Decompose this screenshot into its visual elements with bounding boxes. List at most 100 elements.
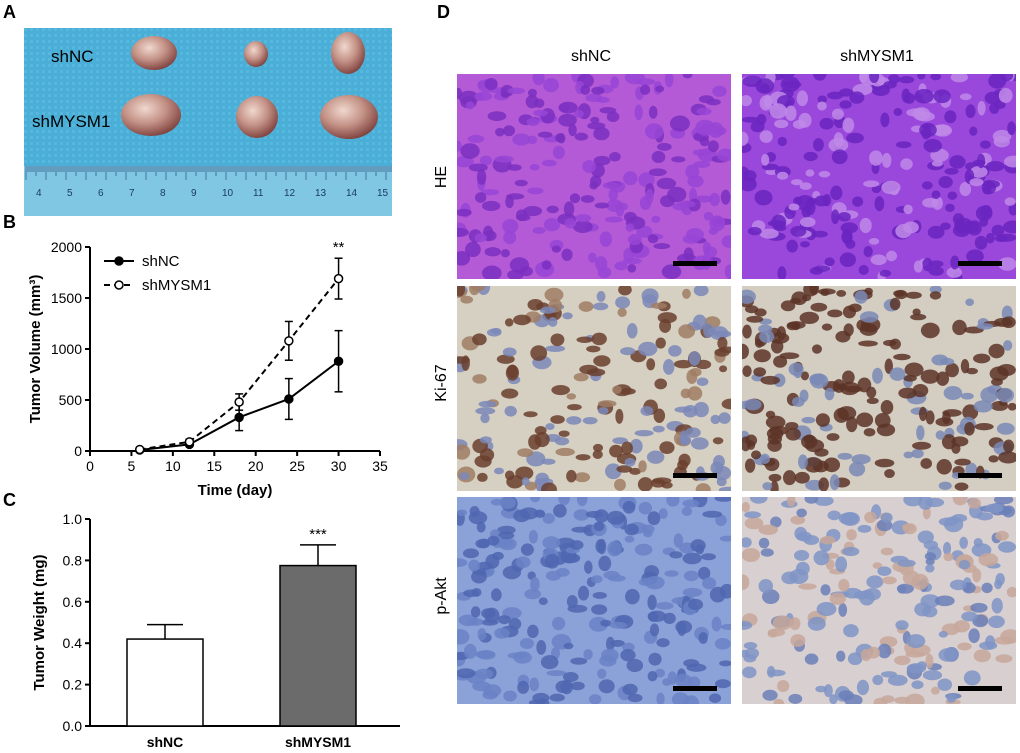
nucleus bbox=[580, 195, 595, 203]
nucleus bbox=[555, 133, 565, 143]
data-point bbox=[184, 437, 195, 447]
nucleus bbox=[558, 430, 570, 437]
nucleus bbox=[602, 182, 621, 190]
y-tick-label: 0 bbox=[74, 443, 82, 459]
nucleus bbox=[462, 548, 480, 559]
nucleus bbox=[674, 406, 692, 413]
nucleus bbox=[842, 370, 855, 385]
nucleus bbox=[988, 343, 1005, 359]
nucleus bbox=[698, 566, 711, 580]
nucleus bbox=[520, 543, 534, 556]
nucleus bbox=[766, 665, 776, 678]
nucleus bbox=[950, 74, 968, 83]
nucleus bbox=[472, 333, 487, 346]
nucleus bbox=[598, 555, 612, 572]
nucleus bbox=[620, 347, 636, 356]
nucleus bbox=[720, 623, 731, 630]
nucleus bbox=[749, 497, 768, 504]
nucleus bbox=[943, 541, 952, 556]
nucleus bbox=[593, 355, 611, 367]
nucleus bbox=[955, 218, 965, 231]
nucleus bbox=[509, 257, 530, 273]
nucleus bbox=[558, 101, 578, 114]
ruler-number: 12 bbox=[284, 188, 296, 199]
nucleus bbox=[997, 363, 1016, 377]
nucleus bbox=[661, 481, 673, 489]
x-tick-label: 10 bbox=[165, 458, 181, 474]
nucleus bbox=[995, 573, 1005, 586]
nucleus bbox=[709, 192, 720, 207]
nucleus bbox=[647, 511, 661, 526]
nucleus bbox=[914, 602, 931, 617]
nucleus bbox=[674, 673, 692, 687]
legend-marker bbox=[114, 256, 124, 266]
nucleus bbox=[527, 624, 539, 639]
nucleus bbox=[949, 579, 967, 591]
nucleus bbox=[696, 377, 709, 386]
nucleus bbox=[929, 291, 942, 300]
nucleus bbox=[889, 297, 901, 311]
nucleus bbox=[744, 517, 764, 530]
nucleus bbox=[863, 180, 880, 188]
x-tick-label: 35 bbox=[372, 458, 388, 474]
nucleus bbox=[820, 289, 830, 296]
nucleus bbox=[881, 180, 901, 195]
nucleus bbox=[546, 670, 567, 677]
nucleus bbox=[582, 160, 596, 173]
nucleus bbox=[849, 91, 865, 104]
nucleus bbox=[924, 552, 937, 561]
nucleus bbox=[719, 535, 731, 542]
nucleus bbox=[507, 164, 522, 171]
nucleus bbox=[627, 264, 637, 273]
nucleus bbox=[629, 467, 641, 475]
nucleus bbox=[477, 561, 493, 571]
ruler-number: 9 bbox=[191, 188, 197, 199]
nucleus bbox=[714, 638, 731, 650]
nucleus bbox=[947, 191, 958, 200]
nucleus bbox=[897, 559, 916, 567]
nucleus bbox=[653, 243, 671, 250]
nucleus bbox=[550, 415, 565, 424]
nucleus bbox=[459, 472, 470, 480]
x-tick-label: 20 bbox=[248, 458, 264, 474]
nucleus bbox=[906, 634, 926, 648]
nucleus bbox=[1004, 197, 1016, 206]
nucleus bbox=[582, 416, 598, 425]
nucleus bbox=[580, 84, 591, 96]
tumor-photo-drawing bbox=[24, 28, 392, 216]
nucleus bbox=[952, 497, 968, 506]
nucleus bbox=[657, 312, 677, 324]
nucleus bbox=[803, 286, 818, 297]
nucleus bbox=[769, 103, 787, 119]
nucleus bbox=[804, 497, 819, 504]
nucleus bbox=[935, 430, 945, 440]
nucleus bbox=[901, 88, 911, 103]
nucleus bbox=[544, 287, 564, 302]
nucleus bbox=[857, 524, 872, 533]
tumor-shmysm1-1 bbox=[121, 94, 181, 136]
nucleus bbox=[649, 623, 660, 637]
nucleus bbox=[500, 84, 514, 97]
nucleus bbox=[655, 337, 666, 349]
nucleus bbox=[966, 367, 978, 375]
ruler-number: 4 bbox=[36, 188, 42, 199]
nucleus bbox=[693, 286, 709, 297]
nucleus bbox=[980, 387, 998, 403]
nucleus bbox=[527, 298, 544, 311]
nucleus bbox=[690, 437, 709, 450]
nucleus bbox=[979, 140, 991, 149]
nucleus bbox=[694, 195, 713, 203]
nucleus bbox=[624, 535, 635, 543]
nucleus bbox=[558, 113, 577, 127]
nucleus bbox=[502, 218, 519, 234]
nucleus bbox=[829, 592, 846, 605]
nucleus bbox=[838, 578, 850, 592]
nucleus bbox=[457, 251, 471, 266]
nucleus bbox=[988, 455, 999, 463]
nucleus bbox=[874, 458, 895, 468]
nucleus bbox=[479, 448, 495, 462]
nucleus bbox=[548, 317, 558, 327]
nucleus bbox=[712, 85, 727, 97]
nucleus bbox=[528, 434, 542, 450]
nucleus bbox=[758, 578, 773, 594]
